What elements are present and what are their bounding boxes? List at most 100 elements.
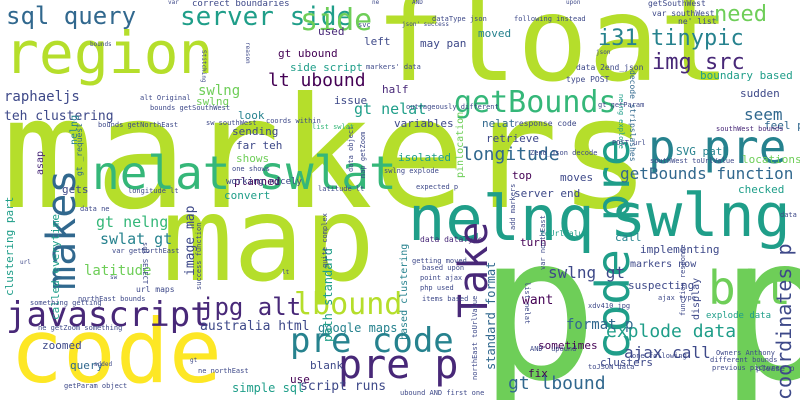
word-server-side: server side bbox=[180, 2, 353, 32]
word-list-nelat: list nelat bbox=[523, 282, 531, 325]
word-southwest-tourlvalue: southWest toUrlValue bbox=[650, 157, 735, 165]
word-outrageously-different: outrageously different bbox=[406, 103, 499, 111]
word-bounds: bounds bbox=[90, 41, 112, 48]
word-lbound: lbound bbox=[294, 287, 403, 322]
word-json-success: json' success bbox=[402, 21, 449, 28]
word-used: used bbox=[318, 25, 345, 38]
word-jpg-alt: jpg alt bbox=[200, 293, 302, 321]
word-decode-stripslashes: decode stripslashes bbox=[628, 70, 637, 162]
word-svg-path: SVG path bbox=[676, 145, 729, 158]
word-stitching: Stitching bbox=[200, 50, 207, 83]
word-northeast-bounds: northEast bounds bbox=[78, 295, 146, 303]
word-nelat-swlat: nelat swlat bbox=[92, 146, 397, 200]
word-australia-html: australia html bbox=[200, 319, 310, 334]
word-url: url bbox=[20, 259, 31, 266]
word-owners-anthony: Owners Anthony bbox=[716, 349, 776, 357]
word-getbounds: getBounds bbox=[454, 85, 617, 120]
word-standard-format: standard format bbox=[484, 261, 498, 370]
word-sending: sending bbox=[232, 125, 279, 138]
word-gt-nelng: gt nelng bbox=[96, 213, 169, 231]
word-markers: markers bbox=[2, 65, 652, 244]
word-far-teh: far teh bbox=[236, 139, 283, 152]
word-coords-within: coords within bbox=[266, 117, 321, 125]
word-teh-clustering: teh clustering bbox=[4, 109, 114, 124]
word-script-runs: script runs bbox=[300, 379, 387, 394]
word-ubound-and-first-one: ubound AND first one bbox=[400, 389, 485, 397]
word-following-instead: following instead bbox=[514, 15, 586, 23]
word-clustering-part: clustering part bbox=[3, 196, 16, 296]
word-previous-picture: previous picture bbox=[712, 364, 780, 372]
word-post-url: POST url bbox=[612, 139, 646, 147]
word-call: call bbox=[615, 231, 642, 244]
word-expected-p: expected p bbox=[416, 183, 459, 191]
word-img-src: img src bbox=[652, 50, 745, 75]
word-map-getzoom: map getZoom bbox=[359, 131, 367, 178]
word-correct-boundaries: correct boundaries bbox=[192, 0, 290, 9]
word-var-southwest: var southWest bbox=[652, 9, 715, 18]
word-json: json bbox=[596, 49, 611, 56]
word-reason: reason bbox=[244, 42, 251, 64]
word-swlng: swlng bbox=[610, 181, 791, 251]
word-var-getnortheast: var getNorthEast bbox=[112, 247, 180, 255]
word-latitude-lt: latitude lt bbox=[318, 185, 365, 193]
word-simple-sql: simple sql bbox=[232, 381, 305, 395]
word-sql-query: sql query bbox=[6, 2, 137, 30]
word-want: want bbox=[522, 293, 554, 308]
word-server-end: server end bbox=[514, 187, 581, 200]
word-map: map bbox=[162, 170, 376, 308]
word-side: side bbox=[300, 3, 373, 38]
word-list-swlat: list swlat bbox=[312, 123, 355, 131]
word-svc: svc bbox=[358, 21, 371, 29]
word-and: AND bbox=[412, 0, 423, 6]
word-point-ajax: point ajax bbox=[420, 274, 463, 282]
word-p-pre: p pre bbox=[648, 120, 787, 174]
word-fix: fix bbox=[528, 367, 548, 380]
word-suspecting: suspecting bbox=[628, 279, 695, 292]
word-data-2end-json: data 2end_json bbox=[576, 63, 644, 72]
word-format-p: format p bbox=[566, 317, 634, 333]
word-sudden: sudden bbox=[740, 87, 780, 100]
word-ne-list: ne' list bbox=[678, 17, 717, 26]
word-data-ne: data ne bbox=[80, 205, 110, 213]
word-gets: gets bbox=[62, 183, 89, 196]
word-moved: moved bbox=[478, 27, 512, 40]
word-look: look bbox=[238, 109, 265, 122]
word-zend-json-decode: Zend_Json decode bbox=[530, 149, 598, 157]
word-turn: turn bbox=[520, 236, 547, 249]
word-explode-data: explode data bbox=[606, 321, 737, 342]
word-quite-complex: quite complex bbox=[321, 213, 329, 268]
word-longitude: longitude bbox=[462, 144, 560, 165]
word-convert: convert bbox=[224, 189, 271, 202]
word-bit: bit bbox=[708, 261, 792, 315]
word-nelnq: nelnq bbox=[408, 182, 595, 255]
word-implementing: implementing bbox=[640, 243, 720, 256]
word-upon: upon bbox=[566, 0, 581, 6]
word-latitude: latitude bbox=[84, 263, 152, 279]
word-datatype-json: dataType json bbox=[432, 15, 487, 23]
word-ne: ne bbox=[372, 0, 380, 6]
word-coordinates-p: coordinates p bbox=[772, 243, 796, 400]
word-raphaeljs: raphaeljs bbox=[4, 89, 80, 105]
word-added: added bbox=[94, 361, 113, 368]
word-getsouthwest: getSouthWest bbox=[648, 0, 706, 8]
word-retrieve: retrieve bbox=[486, 132, 539, 145]
word-based-clustering: based clustering bbox=[399, 243, 410, 340]
word-region: region bbox=[4, 19, 214, 87]
word-southwest-bounds: southWest bounds bbox=[716, 125, 784, 133]
word-php-used: php used bbox=[420, 284, 454, 292]
word-pinlocation: pinlocation bbox=[455, 111, 466, 178]
word-gt-nelat: gt nelat bbox=[354, 100, 427, 118]
word-bounds-getsouthwest: bounds getSouthWest bbox=[150, 104, 231, 112]
word-success-function: success function bbox=[195, 222, 203, 290]
word-data-datatype: data dataType bbox=[420, 235, 483, 244]
word-pre-code: pre code bbox=[290, 321, 454, 361]
word-one-shows: one shows bbox=[232, 165, 270, 173]
word-tojson-data: toJSON data bbox=[588, 363, 635, 371]
word-code: code bbox=[10, 300, 222, 400]
word-markers-data: markers' data bbox=[366, 63, 421, 71]
word-getting-moved: getting moved bbox=[412, 257, 467, 265]
word-swlng-small: swlng bbox=[198, 83, 241, 99]
word-function-response: function response bbox=[679, 244, 687, 316]
word-moves: moves bbox=[560, 171, 594, 184]
